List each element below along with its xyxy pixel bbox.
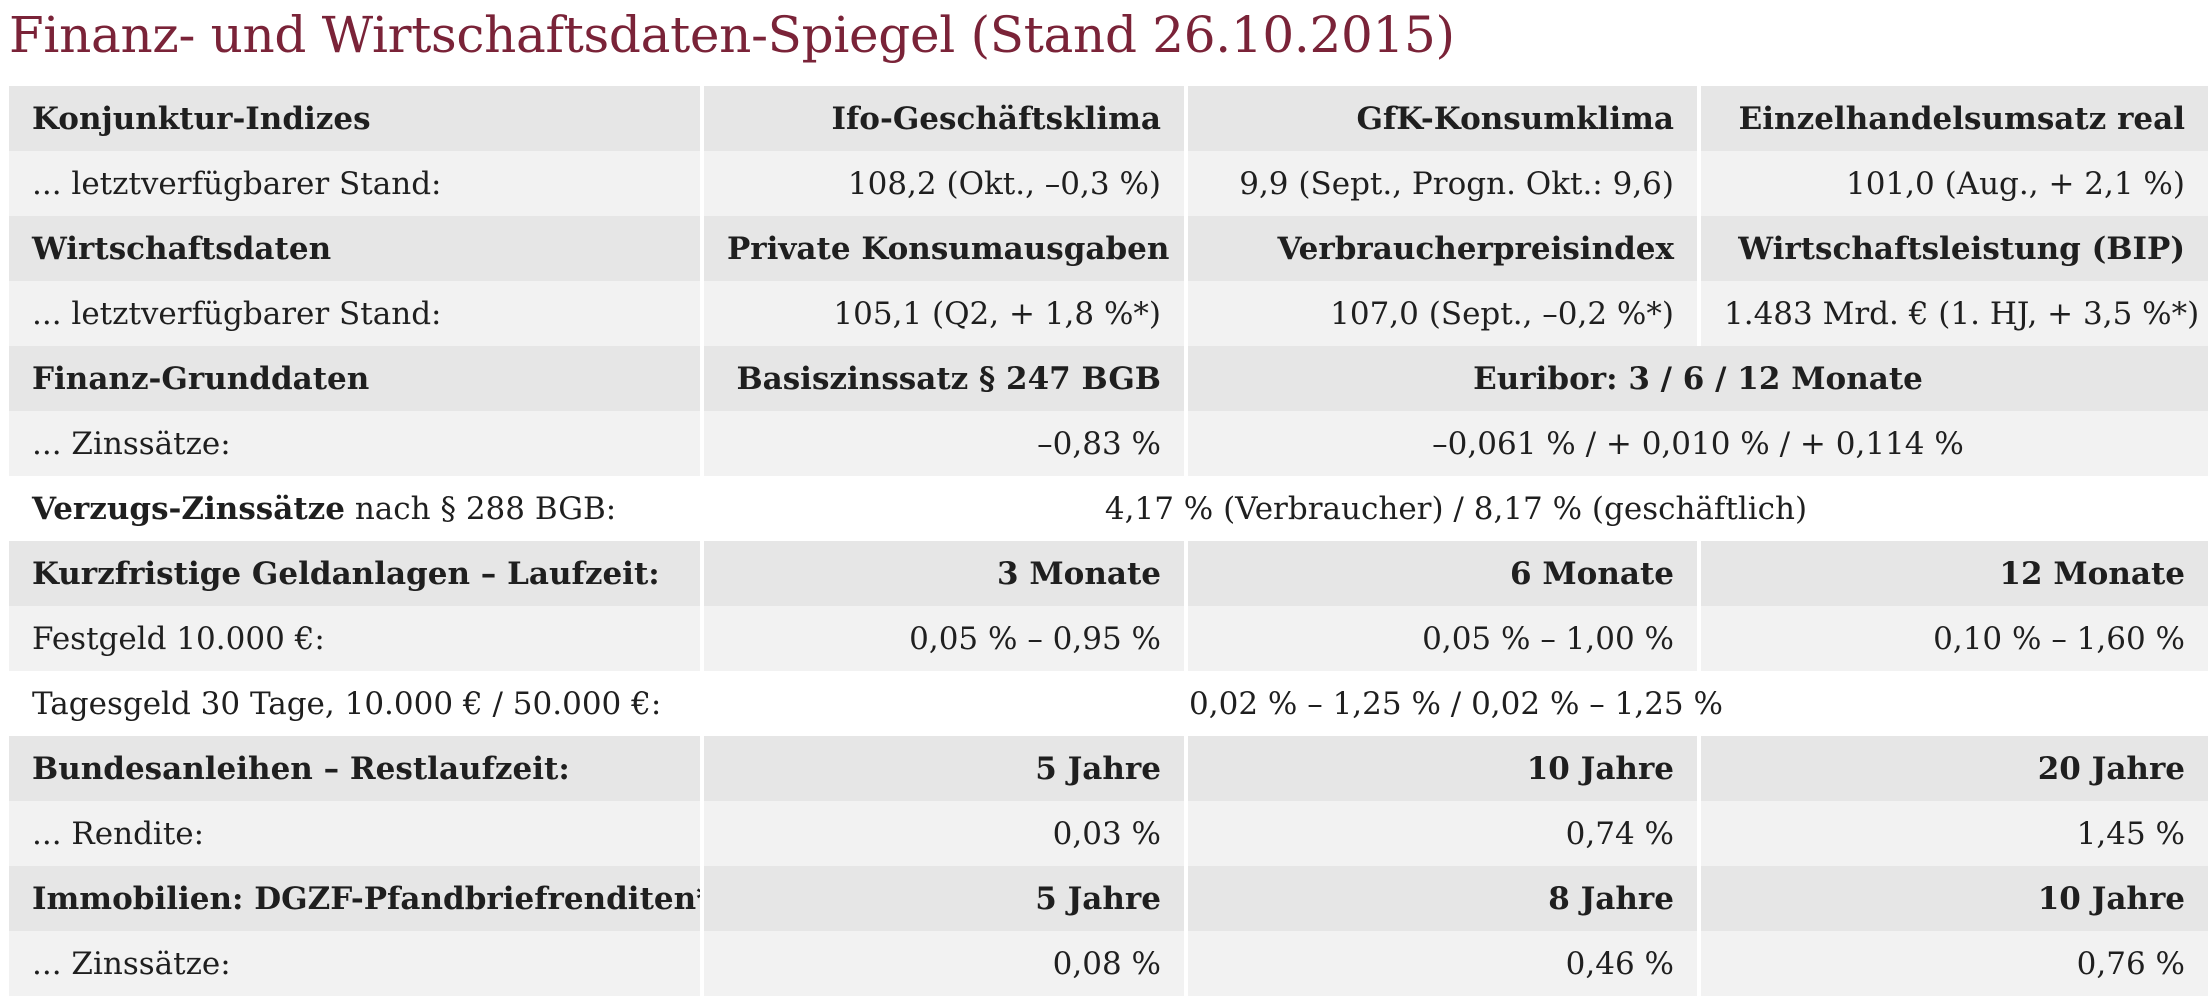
table-cell: 0,05 % – 1,00 % (1184, 606, 1699, 671)
column-header: 3 Monate (700, 541, 1186, 606)
row-label: Tagesgeld 30 Tage, 10.000 € / 50.000 €: (9, 671, 702, 736)
column-header: 10 Jahre (1184, 736, 1699, 801)
table-row: Finanz-Grunddaten Basiszinssatz § 247 BG… (9, 346, 2208, 411)
table-row: Immobilien: DGZF-Pfandbriefrenditen** 5 … (9, 866, 2208, 931)
table-row: Tagesgeld 30 Tage, 10.000 € / 50.000 €: … (9, 671, 2208, 736)
row-label: Kurzfristige Geldanlagen – Laufzeit: (9, 541, 702, 606)
page-title: Finanz- und Wirtschaftsdaten-Spiegel (St… (9, 6, 1455, 64)
table-cell: 0,74 % (1184, 801, 1699, 866)
column-header: Verbraucherpreisindex (1184, 216, 1699, 281)
column-header: GfK-Konsumklima (1184, 86, 1699, 151)
table-row: Wirtschaftsdaten Private Konsumausgaben … (9, 216, 2208, 281)
table-cell: 0,03 % (700, 801, 1186, 866)
column-header: Private Konsumausgaben (700, 216, 1186, 281)
column-header: Einzelhandelsumsatz real (1697, 86, 2208, 151)
table-cell: 4,17 % (Verbraucher) / 8,17 % (geschäftl… (700, 476, 2208, 541)
row-label: ... Zinssätze: (9, 411, 702, 476)
table-cell: 105,1 (Q2, + 1,8 %*) (700, 281, 1186, 346)
column-header: 8 Jahre (1184, 866, 1699, 931)
column-header: Ifo-Geschäftsklima (700, 86, 1186, 151)
column-header: 12 Monate (1697, 541, 2208, 606)
column-header: 5 Jahre (700, 866, 1186, 931)
row-label: Konjunktur-Indizes (9, 86, 702, 151)
column-header: Wirtschaftsleistung (BIP) (1697, 216, 2208, 281)
row-label: Immobilien: DGZF-Pfandbriefrenditen** (9, 866, 702, 931)
table-cell: 108,2 (Okt., –0,3 %) (700, 151, 1186, 216)
table-row: Verzugs-Zinssätze nach § 288 BGB: 4,17 %… (9, 476, 2208, 541)
column-header: 5 Jahre (700, 736, 1186, 801)
table-row: Konjunktur-Indizes Ifo-Geschäftsklima Gf… (9, 86, 2208, 151)
column-header: 10 Jahre (1697, 866, 2208, 931)
table-cell: 107,0 (Sept., –0,2 %*) (1184, 281, 1699, 346)
row-label-rest: nach § 288 BGB: (344, 490, 617, 527)
table-cell: 0,05 % – 0,95 % (700, 606, 1186, 671)
row-label: Bundesanleihen – Restlaufzeit: (9, 736, 702, 801)
table-cell: 0,46 % (1184, 931, 1699, 996)
table-cell: –0,83 % (700, 411, 1186, 476)
table-cell: 1.483 Mrd. € (1. HJ, + 3,5 %*) (1697, 281, 2208, 346)
table-row: ... Zinssätze: –0,83 % –0,061 % / + 0,01… (9, 411, 2208, 476)
table-cell: 101,0 (Aug., + 2,1 %) (1697, 151, 2208, 216)
row-label-bold: Verzugs-Zinssätze (32, 490, 345, 527)
finance-data-table: Konjunktur-Indizes Ifo-Geschäftsklima Gf… (9, 86, 2208, 996)
table-cell: 9,9 (Sept., Progn. Okt.: 9,6) (1184, 151, 1699, 216)
column-header: 20 Jahre (1697, 736, 2208, 801)
table-row: ... Zinssätze: 0,08 % 0,46 % 0,76 % (9, 931, 2208, 996)
table-cell: –0,061 % / + 0,010 % / + 0,114 % (1184, 411, 2208, 476)
table-cell: 0,08 % (700, 931, 1186, 996)
row-label: ... Zinssätze: (9, 931, 702, 996)
table-row: Festgeld 10.000 €: 0,05 % – 0,95 % 0,05 … (9, 606, 2208, 671)
table-cell: 1,45 % (1697, 801, 2208, 866)
table-cell: 0,76 % (1697, 931, 2208, 996)
table-row: ... letztverfügbarer Stand: 105,1 (Q2, +… (9, 281, 2208, 346)
table-row: Bundesanleihen – Restlaufzeit: 5 Jahre 1… (9, 736, 2208, 801)
row-label: ... letztverfügbarer Stand: (9, 281, 702, 346)
table-row: ... letztverfügbarer Stand: 108,2 (Okt.,… (9, 151, 2208, 216)
column-header: Euribor: 3 / 6 / 12 Monate (1184, 346, 2208, 411)
row-label: Verzugs-Zinssätze nach § 288 BGB: (9, 476, 702, 541)
row-label: Festgeld 10.000 €: (9, 606, 702, 671)
table-row: ... Rendite: 0,03 % 0,74 % 1,45 % (9, 801, 2208, 866)
row-label: Finanz-Grunddaten (9, 346, 702, 411)
row-label: ... Rendite: (9, 801, 702, 866)
row-label: ... letztverfügbarer Stand: (9, 151, 702, 216)
column-header: 6 Monate (1184, 541, 1699, 606)
table-cell: 0,02 % – 1,25 % / 0,02 % – 1,25 % (700, 671, 2208, 736)
table-cell: 0,10 % – 1,60 % (1697, 606, 2208, 671)
table-row: Kurzfristige Geldanlagen – Laufzeit: 3 M… (9, 541, 2208, 606)
row-label: Wirtschaftsdaten (9, 216, 702, 281)
column-header: Basiszinssatz § 247 BGB (700, 346, 1186, 411)
